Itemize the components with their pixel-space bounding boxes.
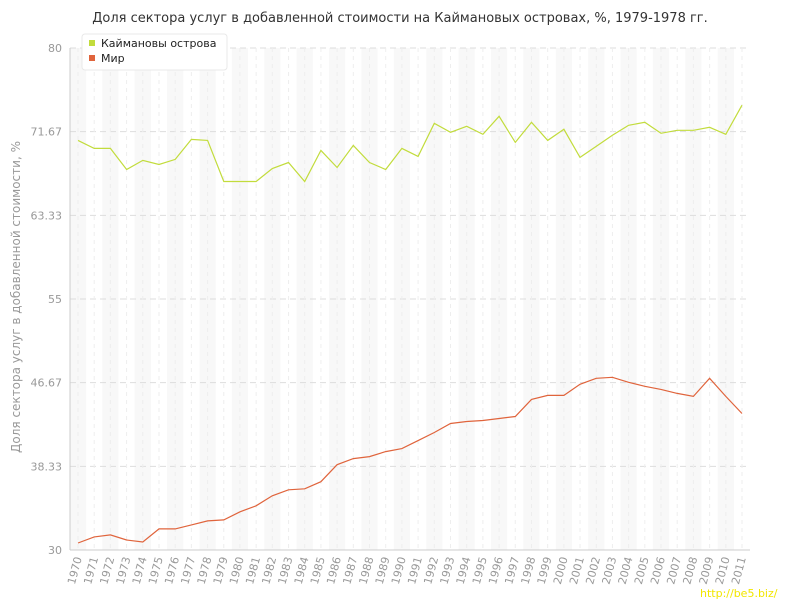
legend-box bbox=[81, 33, 228, 71]
legend-entry: Мир bbox=[101, 52, 125, 65]
legend: Каймановы острова Мир bbox=[81, 33, 228, 71]
y-tick-label: 38.33 bbox=[31, 460, 63, 473]
y-tick-label: 63.33 bbox=[31, 209, 63, 222]
legend-swatch bbox=[89, 40, 95, 46]
grid-lines bbox=[69, 47, 750, 551]
legend-entry: Каймановы острова bbox=[101, 37, 216, 50]
legend-swatch bbox=[89, 55, 95, 61]
y-axis-label: Доля сектора услуг в добавленной стоимос… bbox=[9, 141, 23, 453]
x-axis: 1970197119721973197419751976197719781979… bbox=[65, 555, 749, 585]
y-tick-label: 55 bbox=[48, 293, 62, 306]
series-lines bbox=[77, 104, 743, 544]
series-line-1 bbox=[77, 376, 743, 544]
y-tick-label: 71.67 bbox=[31, 126, 63, 139]
y-tick-label: 46.67 bbox=[31, 377, 63, 390]
series-line-0 bbox=[77, 104, 743, 183]
chart-title: Доля сектора услуг в добавленной стоимос… bbox=[92, 11, 708, 26]
watermark: http://be5.biz/ bbox=[700, 587, 778, 600]
y-tick-label: 30 bbox=[48, 544, 62, 557]
y-tick-label: 80 bbox=[48, 42, 62, 55]
y-axis: 30 38.33 46.67 55 63.33 71.67 80 bbox=[31, 42, 63, 557]
